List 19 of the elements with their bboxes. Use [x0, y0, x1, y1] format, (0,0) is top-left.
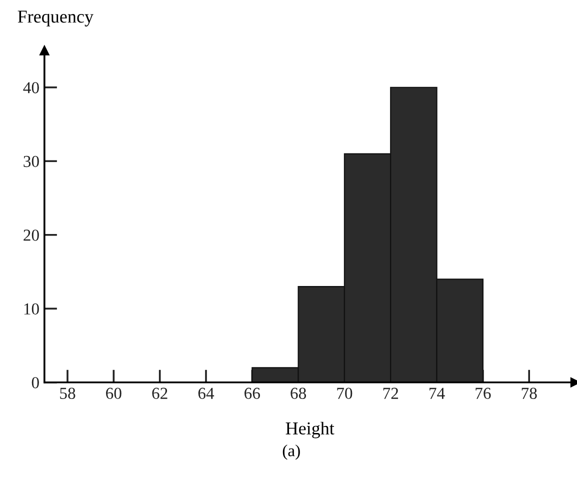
x-tick-label: 70 [337, 388, 352, 399]
x-tick-label: 78 [522, 388, 537, 399]
x-tick-label: 76 [476, 388, 491, 399]
x-tick-label: 72 [383, 388, 398, 399]
y-tick-label: 40 [23, 82, 39, 94]
y-tick-label: 0 [32, 377, 39, 388]
text: (a) [282, 444, 300, 460]
y-tick-label: 30 [24, 156, 39, 168]
x-tick-label: 74 [430, 388, 445, 399]
y-axis-title: Frequency [18, 10, 94, 26]
x-tick-label: 58 [60, 388, 76, 399]
x-tick-label: 62 [152, 388, 168, 399]
y-tick-label: 10 [24, 303, 39, 315]
y-tick-label: 20 [24, 230, 39, 241]
x-tick-label: 64 [198, 388, 214, 399]
x-axis-title: Height [286, 422, 334, 438]
x-tick-label: 68 [290, 388, 306, 399]
x-tick-label: 60 [106, 388, 122, 399]
x-tick-label: 66 [244, 388, 260, 399]
